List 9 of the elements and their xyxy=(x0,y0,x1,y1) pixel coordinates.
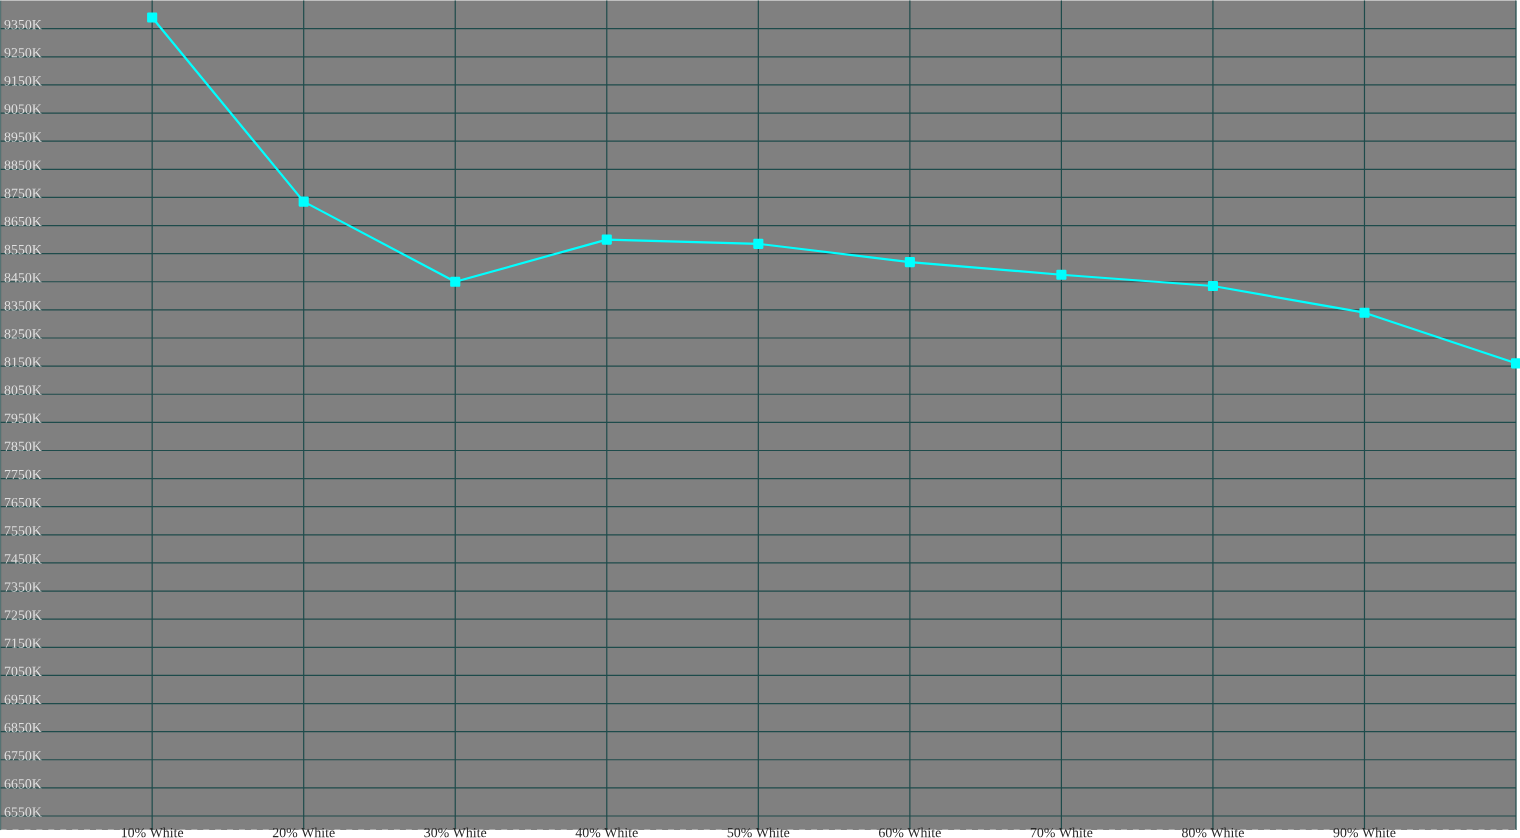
point xyxy=(1207,280,1219,291)
point xyxy=(298,196,309,207)
point xyxy=(450,276,461,287)
point xyxy=(1359,307,1370,318)
point xyxy=(147,12,158,23)
point xyxy=(753,238,764,249)
point xyxy=(1056,269,1067,280)
point xyxy=(904,256,915,267)
point xyxy=(601,234,612,245)
